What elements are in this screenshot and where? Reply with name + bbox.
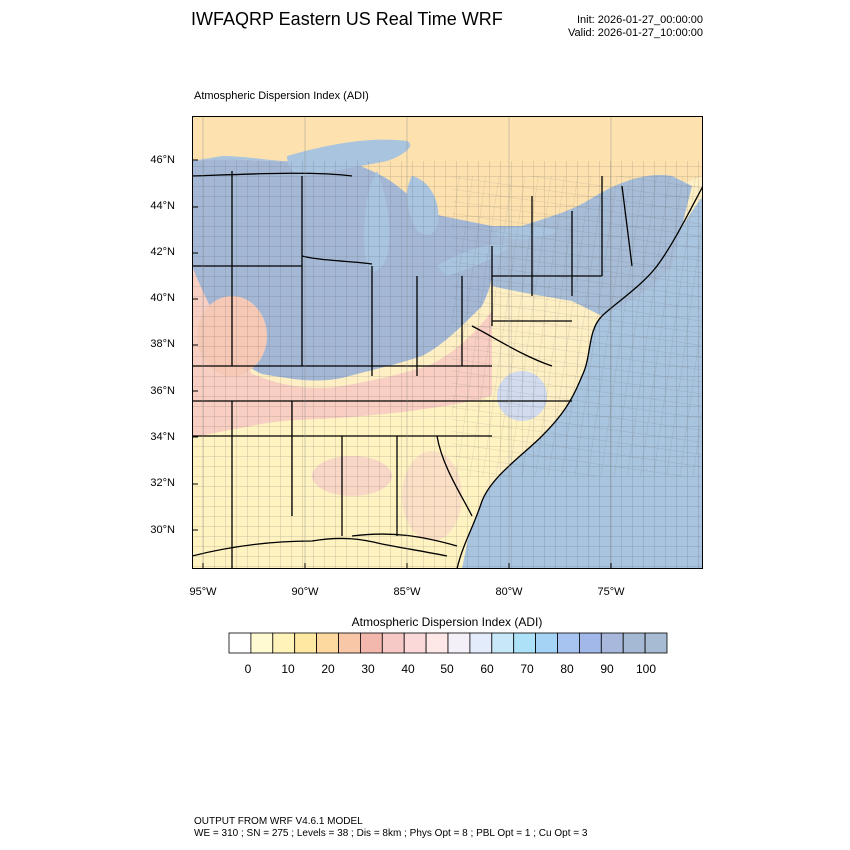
colorbar-swatch [622, 632, 646, 654]
map-frame [192, 116, 703, 569]
lon-label: 90°W [291, 586, 319, 598]
colorbar-swatch [469, 632, 493, 654]
map-field-label: Atmospheric Dispersion Index (ADI) [194, 90, 369, 102]
colorbar-swatch [316, 632, 339, 654]
axis-ticks [192, 159, 612, 569]
colorbar-tick: 100 [635, 662, 657, 676]
init-time: Init: 2026-01-27_00:00:00 [577, 14, 703, 26]
valid-time: Valid: 2026-01-27_10:00:00 [568, 27, 703, 39]
lon-label: 95°W [189, 586, 217, 598]
colorbar-swatch [513, 632, 537, 654]
lat-label: 42°N [150, 246, 175, 258]
colorbar-swatch [644, 632, 668, 654]
colorbar-tick: 30 [361, 662, 375, 676]
graticule [202, 116, 612, 569]
colorbar-tick: 20 [321, 662, 335, 676]
colorbar [228, 632, 668, 654]
model-info: OUTPUT FROM WRF V4.6.1 MODEL WE = 310 ; … [194, 816, 587, 840]
colorbar-swatch [294, 632, 317, 654]
colorbar-tick: 70 [520, 662, 534, 676]
colorbar-swatch [491, 632, 515, 654]
colorbar-swatch [535, 632, 558, 654]
gulf-coastline [192, 537, 448, 557]
lat-label: 44°N [150, 200, 175, 212]
colorbar-tick: 10 [281, 662, 295, 676]
colorbar-swatch [578, 632, 602, 654]
colorbar-tick: 80 [560, 662, 574, 676]
colorbar-title: Atmospheric Dispersion Index (ADI) [351, 615, 543, 629]
colorbar-swatch [338, 632, 361, 654]
lon-label: 75°W [597, 586, 625, 598]
lat-label: 40°N [150, 292, 175, 304]
colorbar-swatch [557, 632, 580, 654]
lat-label: 32°N [150, 477, 175, 489]
colorbar-swatch [359, 632, 383, 654]
colorbar-swatch [425, 632, 449, 654]
colorbar-swatch [447, 632, 471, 654]
page-title: IWFAQRP Eastern US Real Time WRF [191, 9, 503, 29]
run-times: Init: 2026-01-27_00:00:00 Valid: 2026-01… [568, 14, 703, 40]
model-info-line2: WE = 310 ; SN = 275 ; Levels = 38 ; Dis … [194, 828, 588, 839]
colorbar-swatch [403, 632, 427, 654]
colorbar-swatch [381, 632, 405, 654]
lat-label: 38°N [150, 338, 175, 350]
colorbar-swatch [272, 632, 296, 654]
lat-label: 34°N [150, 431, 175, 443]
lat-label: 36°N [150, 385, 175, 397]
atlantic-coastline [456, 185, 703, 569]
colorbar-tick: 40 [401, 662, 415, 676]
lon-label: 85°W [393, 586, 421, 598]
lat-label: 46°N [150, 154, 175, 166]
adi-map [192, 116, 703, 569]
colorbar-swatch [600, 632, 624, 654]
state-boundaries [192, 171, 633, 569]
colorbar-swatch [228, 632, 252, 654]
model-info-line1: OUTPUT FROM WRF V4.6.1 MODEL [194, 816, 363, 827]
colorbar-tick: 90 [600, 662, 614, 676]
colorbar-tick: 50 [440, 662, 454, 676]
colorbar-tick: 60 [480, 662, 494, 676]
colorbar-swatch [250, 632, 274, 654]
colorbar-tick: 0 [244, 662, 252, 676]
lat-label: 30°N [150, 524, 175, 536]
lon-label: 80°W [495, 586, 523, 598]
